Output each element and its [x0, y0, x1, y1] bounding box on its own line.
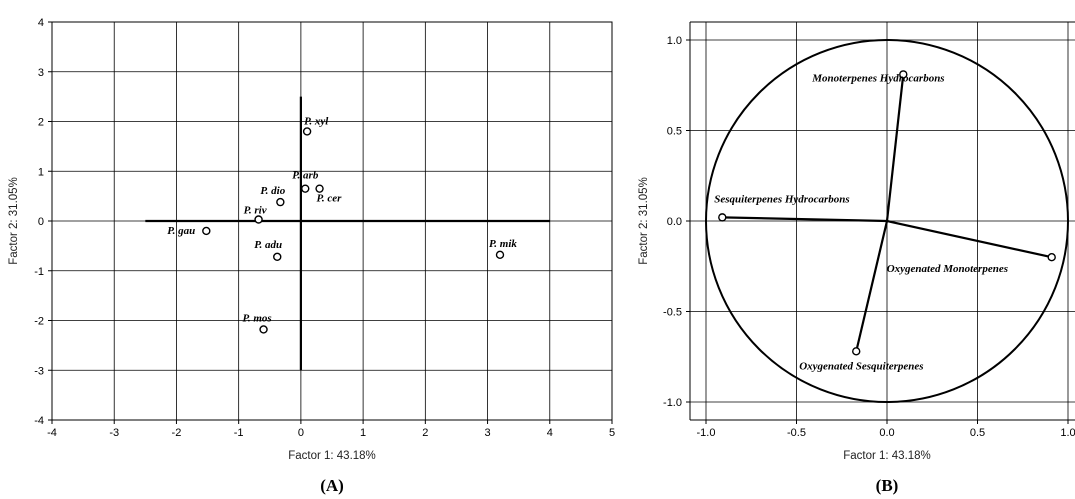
loading-point	[899, 70, 908, 79]
data-point	[315, 184, 324, 193]
y-tick-label: -4	[34, 415, 44, 427]
loading-plot-y-axis-title: Factor 2: 31.05%	[638, 177, 650, 265]
x-tick-label: -0.5	[787, 427, 806, 439]
panel-label-b: (B)	[876, 476, 899, 495]
x-tick-label: 0.5	[970, 427, 985, 439]
x-tick-label: -2	[172, 427, 182, 439]
loading-vector	[885, 74, 905, 222]
data-point	[202, 226, 211, 236]
loading-plot-vectors: Monoterpenes Hydrocarbons Sesquiterpenes …	[714, 70, 1056, 372]
x-tick-label: 1.0	[1060, 427, 1075, 439]
y-tick-label: 2	[38, 117, 44, 129]
loading-point	[718, 213, 727, 222]
y-tick-label: 4	[38, 17, 44, 29]
x-tick-label: 0	[298, 427, 304, 439]
y-tick-label: 0	[38, 216, 44, 228]
x-tick-label: -1	[234, 427, 244, 439]
point-label: P. mik	[489, 238, 517, 250]
loading-plot-circle	[705, 39, 1069, 403]
data-point	[259, 325, 268, 334]
data-point	[302, 127, 312, 136]
point-label: P. dio	[260, 185, 285, 197]
unit-circle	[705, 39, 1069, 403]
x-tick-label: 2	[422, 427, 428, 439]
loading-label: Sesquiterpenes Hydrocarbons	[714, 193, 849, 205]
panel-label-a: (A)	[320, 476, 344, 495]
loading-label: Oxygenated Sesquiterpenes	[799, 360, 923, 372]
score-plot-panel: -4 -3 -2 -1 0 1 2 3 4 5 -4 -3 -2 -1 0 1 2 3 4 P. xyl P. arb…	[8, 17, 615, 495]
point-label: P. riv	[244, 205, 267, 217]
point-label: P. gau	[167, 225, 195, 237]
loading-label: Oxygenated Monoterpenes	[887, 263, 1008, 275]
data-point	[276, 197, 285, 207]
score-plot-points: P. xyl P. arb P. cer P. dio P. riv P. gau P. a…	[167, 115, 517, 334]
point-label: P. cer	[317, 193, 343, 205]
y-tick-label: 1	[38, 166, 44, 178]
data-point	[495, 250, 505, 260]
loading-plot-x-axis-title: Factor 1: 43.18%	[843, 450, 931, 462]
loading-point	[1047, 253, 1056, 262]
data-point	[301, 184, 310, 193]
point-label: P. arb	[292, 170, 319, 182]
y-tick-label: -3	[34, 365, 44, 377]
x-tick-label: -4	[47, 427, 57, 439]
point-label: P. xyl	[304, 115, 329, 127]
y-tick-label: -0.5	[663, 307, 682, 319]
x-tick-label: 4	[547, 427, 553, 439]
y-tick-label: 0.5	[667, 126, 682, 138]
x-tick-label: 3	[484, 427, 490, 439]
score-plot-reference-lines	[145, 96, 550, 371]
point-label: P. mos	[243, 312, 272, 324]
y-tick-label: -2	[34, 316, 44, 328]
loading-vector	[886, 219, 1052, 259]
y-tick-label: -1	[34, 266, 44, 278]
x-tick-label: 5	[609, 427, 615, 439]
x-tick-label: -3	[109, 427, 119, 439]
score-plot-ticks: -4 -3 -2 -1 0 1 2 3 4 5 -4 -3 -2 -1 0 1 2 3 4	[34, 17, 615, 439]
loading-label: Monoterpenes Hydrocarbons	[811, 72, 944, 84]
x-tick-label: 1	[360, 427, 366, 439]
y-tick-label: 0.0	[667, 216, 682, 228]
x-tick-label: 0.0	[879, 427, 894, 439]
data-point	[254, 215, 263, 224]
loading-plot-panel: -1.0 -0.5 0.0 0.5 1.0 -1.0 -0.5 0.0 0.5 1.0 Monot…	[638, 21, 1075, 495]
y-tick-label: 1.0	[667, 35, 682, 47]
loading-vector	[855, 220, 889, 352]
loading-plot-ticks: -1.0 -0.5 0.0 0.5 1.0 -1.0 -0.5 0.0 0.5 1.0	[663, 35, 1075, 439]
loading-vector	[722, 216, 888, 223]
x-tick-label: -1.0	[697, 427, 716, 439]
score-plot-y-axis-title: Factor 2: 31.05%	[8, 177, 20, 265]
data-point	[273, 252, 282, 262]
point-label: P. adu	[254, 239, 282, 251]
loading-point	[852, 347, 861, 356]
y-tick-label: -1.0	[663, 397, 682, 409]
score-plot-x-axis-title: Factor 1: 43.18%	[288, 450, 376, 462]
y-tick-label: 3	[38, 67, 44, 79]
